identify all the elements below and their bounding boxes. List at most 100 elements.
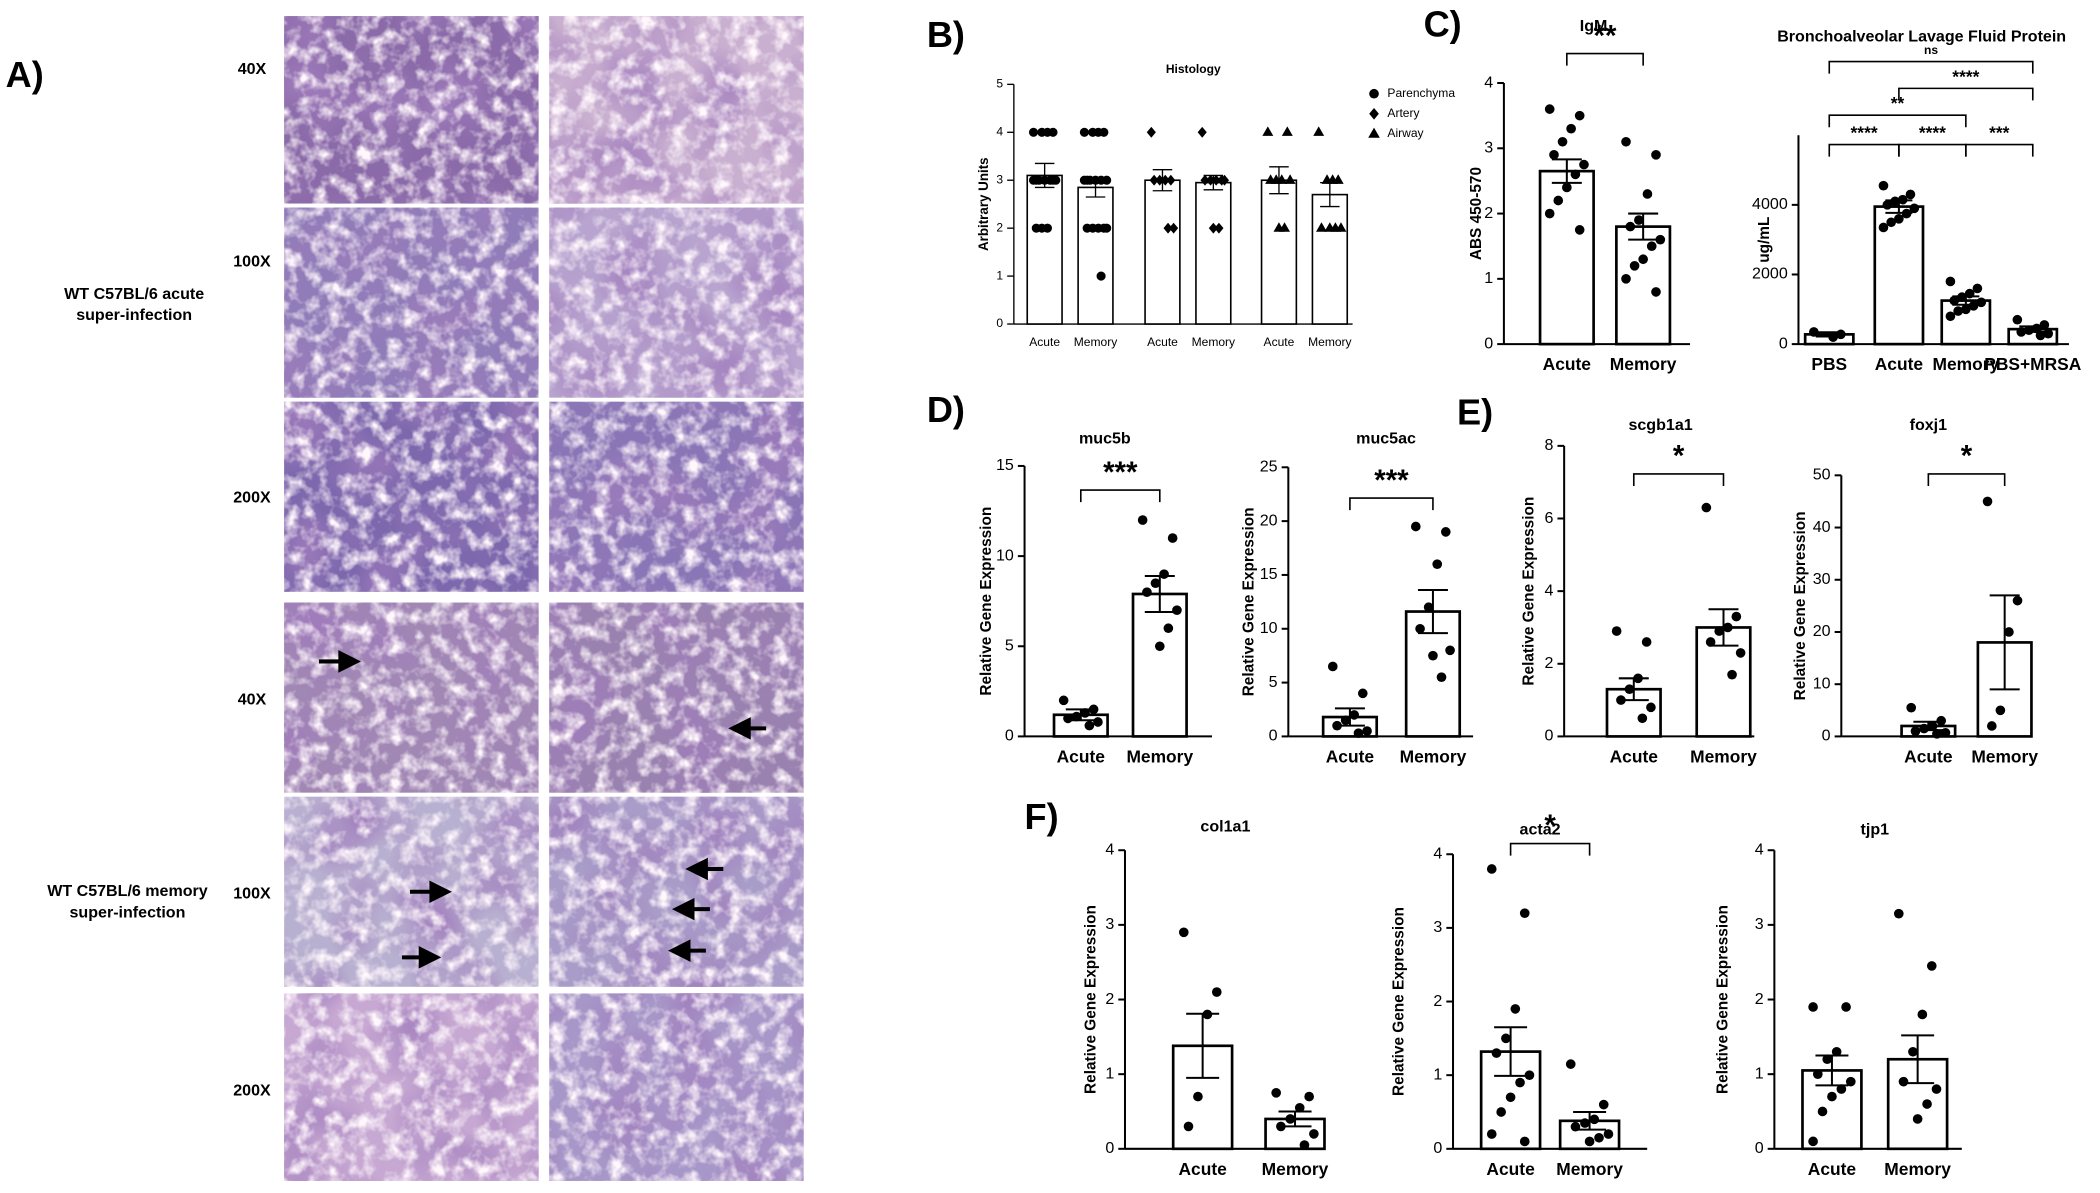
y-axis-label: Relative Gene Expression	[978, 507, 995, 696]
data-point	[1812, 1069, 1823, 1079]
histology-texture	[284, 207, 539, 398]
data-point	[1579, 159, 1589, 170]
x-tick-label: Memory	[1126, 746, 1193, 766]
data-point	[1028, 175, 1039, 185]
data-point	[1570, 169, 1581, 180]
histology-texture	[284, 993, 539, 1181]
panel-label: F)	[1025, 796, 1059, 837]
panel-label: D)	[927, 389, 965, 430]
y-tick-label: 0	[1822, 727, 1831, 745]
data-point	[1327, 661, 1338, 672]
group-label: super-infection	[70, 903, 186, 921]
y-axis-label: Relative Gene Expression	[1241, 507, 1258, 696]
x-tick-label: Memory	[1884, 1159, 1951, 1179]
y-tick-label: 0	[1545, 727, 1554, 745]
data-point	[1316, 222, 1327, 232]
y-axis-label: Relative Gene Expression	[1083, 905, 1100, 1094]
data-point	[1058, 695, 1069, 706]
data-point	[1265, 174, 1277, 184]
data-point	[1368, 127, 1380, 138]
y-tick-label: 15	[1260, 565, 1278, 583]
data-point	[1995, 705, 2006, 716]
data-point	[1080, 708, 1090, 718]
data-point	[1912, 1114, 1923, 1124]
significance-label: ***	[1989, 122, 2010, 142]
data-point	[1486, 1129, 1497, 1139]
histology-texture	[284, 16, 539, 204]
data-point	[1369, 108, 1379, 120]
y-tick-label: 10	[1813, 674, 1831, 692]
magnification-label: 200X	[233, 488, 271, 506]
data-point	[1961, 304, 1971, 315]
data-point	[1651, 287, 1661, 297]
data-point	[1957, 292, 1967, 302]
significance-label: ****	[1919, 122, 1946, 142]
y-tick-label: 20	[1813, 622, 1831, 640]
data-point	[1202, 1009, 1213, 1020]
x-tick-label: Memory	[1971, 746, 2038, 766]
charts: Histology Arbitrary Units 0 1 2 3 4 5 Acute Memor…	[976, 17, 2082, 1179]
y-tick-label: 4	[996, 124, 1003, 138]
significance-bracket	[1898, 143, 1967, 157]
data-point	[1621, 136, 1631, 147]
data-point	[1321, 174, 1333, 184]
magnification-label: 200X	[233, 1081, 271, 1099]
data-point	[1071, 711, 1082, 722]
data-point	[1570, 1121, 1581, 1132]
data-point	[1037, 127, 1047, 137]
histology-texture	[549, 16, 804, 204]
x-tick-label: Acute	[1904, 746, 1953, 766]
legend-label: Artery	[1387, 106, 1419, 120]
y-tick-label: 2	[1484, 204, 1493, 222]
data-point	[1084, 720, 1095, 731]
data-point	[1273, 222, 1285, 232]
magnification-label: 40X	[238, 60, 267, 78]
group-label: WT C57BL/6 memory	[47, 882, 208, 900]
histology-panel: 40X 100X 200X 40X 100X 200X	[233, 16, 804, 1181]
significance-bracket	[1509, 842, 1591, 856]
data-point	[1166, 174, 1176, 186]
y-tick-label: 1	[996, 268, 1003, 282]
y-tick-label: 4	[1755, 840, 1764, 858]
y-tick-label: 0	[1105, 1139, 1114, 1157]
y-tick-label: 2	[1755, 990, 1764, 1008]
data-point	[1655, 234, 1666, 245]
y-axis-label: Relative Gene Expression	[1792, 511, 1809, 700]
data-point	[1496, 1107, 1506, 1117]
data-point	[1544, 104, 1555, 114]
x-tick-label: Acute	[1178, 1159, 1227, 1179]
data-point	[1281, 126, 1293, 136]
data-point	[1505, 1092, 1516, 1103]
data-point	[1637, 713, 1648, 724]
group-label: WT C57BL/6 acute	[64, 285, 204, 303]
data-point	[1922, 1099, 1932, 1109]
data-point	[1515, 1077, 1525, 1088]
chart-title: Bronchoalveolar Lavage Fluid Protein	[1777, 28, 2066, 46]
histology-texture	[284, 401, 539, 592]
y-tick-label: 2	[1433, 992, 1442, 1010]
data-point	[1197, 126, 1207, 138]
data-point	[1953, 306, 1963, 316]
data-point	[1828, 332, 1838, 342]
data-point	[1501, 1033, 1511, 1044]
data-point	[1159, 569, 1169, 579]
data-point	[1890, 196, 1900, 207]
y-tick-label: 30	[1813, 570, 1831, 588]
data-point	[1651, 149, 1661, 160]
x-tick-label: Acute	[1057, 746, 1106, 766]
significance-bracket	[1828, 114, 1967, 128]
data-point	[1932, 728, 1942, 739]
y-tick-label: 4000	[1752, 195, 1788, 213]
data-point	[1968, 300, 1979, 311]
y-tick-label: 0	[1433, 1139, 1442, 1157]
data-point	[1423, 602, 1434, 613]
data-point	[1845, 1076, 1856, 1087]
x-tick-label: Memory	[1690, 746, 1757, 766]
y-tick-label: 0	[996, 316, 1003, 330]
data-point	[1340, 715, 1351, 726]
arrows	[318, 650, 767, 969]
bar	[1131, 592, 1188, 738]
y-tick-label: 10	[996, 546, 1014, 564]
data-point	[1901, 208, 1912, 219]
